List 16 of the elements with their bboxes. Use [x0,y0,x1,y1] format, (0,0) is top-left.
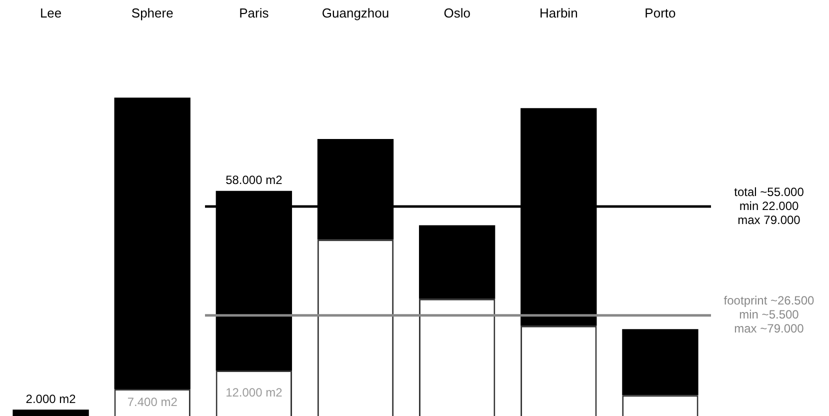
ref-line-label: footprint ~26.500 min ~5.500 max ~79.000 [724,294,815,336]
x-tick-label: Paris [239,5,270,20]
x-tick-label: Porto [644,5,676,20]
x-tick-label: Harbin [539,5,578,20]
bar [12,410,89,416]
annotation: 12.000 m2 [226,386,283,400]
ref-line-label: total ~55.000 min 22.000 max 79.000 [734,184,804,227]
bar [114,98,190,389]
annotation: 2.000 m2 [26,392,76,406]
x-tick-label: Guangzhou [322,5,390,20]
x-tick-label: Lee [40,5,62,20]
bar [622,329,698,396]
annotation: 58.000 m2 [226,173,283,188]
x-tick-label: Oslo [444,5,470,20]
x-tick-label: Sphere [131,5,174,20]
annotation: 7.400 m2 [127,394,178,409]
